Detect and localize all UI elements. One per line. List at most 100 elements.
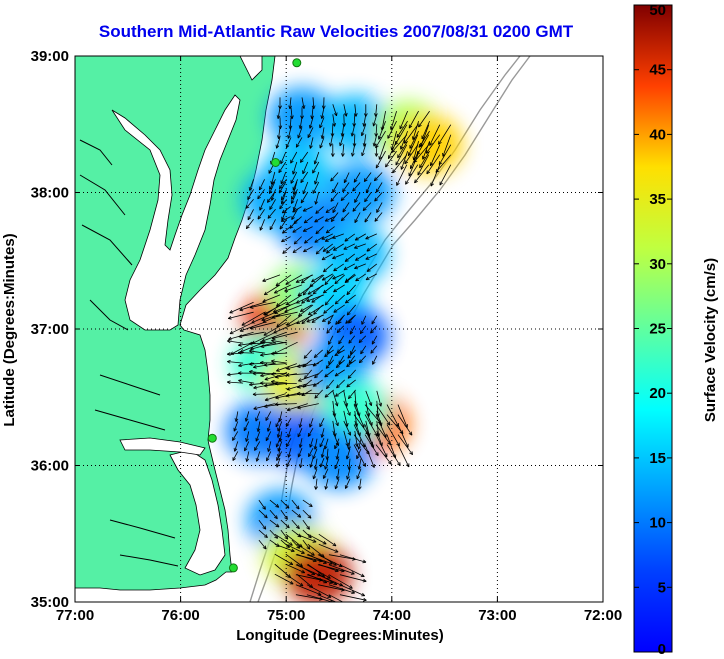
velocity-arrow (319, 438, 325, 448)
velocity-arrow (307, 533, 327, 545)
velocity-arrow (302, 519, 310, 530)
velocity-arrow (378, 140, 386, 160)
velocity-arrow (290, 151, 298, 164)
velocity-arrow (344, 478, 351, 489)
velocity-arrow (271, 339, 288, 344)
velocity-arrow (267, 441, 272, 452)
colorbar-tick-label: 40 (649, 126, 666, 143)
velocity-arrow (300, 151, 309, 163)
velocity-arrow (274, 573, 294, 585)
colorbar (633, 4, 673, 653)
velocity-arrow (333, 304, 345, 313)
velocity-arrow (370, 325, 378, 334)
velocity-arrow (302, 161, 309, 175)
velocity-arrow (312, 379, 323, 387)
velocity-arrow (269, 519, 280, 528)
velocity-arrow (267, 209, 276, 219)
velocity-arrow (285, 563, 306, 574)
velocity-arrow (346, 379, 356, 388)
velocity-arrow (306, 554, 333, 565)
velocity-arrow (251, 311, 276, 324)
velocity-arrow (328, 564, 355, 575)
velocity-arrow (292, 226, 302, 233)
velocity-arrow (252, 392, 275, 397)
velocity-arrow (256, 421, 261, 432)
velocity-arrow (227, 339, 244, 344)
velocity-arrow (354, 263, 366, 270)
velocity-arrow (357, 438, 362, 450)
river-inlets (79, 139, 179, 567)
velocity-arrow (326, 246, 335, 254)
velocity-arrow (328, 584, 355, 594)
velocity-arrow (353, 172, 361, 183)
x-tick-label: 72:00 (584, 607, 622, 624)
velocity-arrow (295, 137, 303, 148)
velocity-arrow (282, 226, 291, 234)
velocity-arrow (344, 294, 356, 304)
velocity-arrow (312, 181, 320, 194)
velocity-arrow (315, 206, 324, 214)
velocity-arrow (302, 226, 313, 232)
velocity-arrow (280, 519, 290, 529)
velocity-arrow (258, 519, 267, 530)
velocity-arrow (314, 478, 318, 490)
velocity-arrow (279, 219, 287, 230)
velocity-arrow (309, 137, 314, 149)
velocity-arrow (303, 246, 313, 253)
velocity-arrow (353, 444, 366, 467)
velocity-arrow (329, 134, 334, 147)
velocity-arrow (344, 253, 356, 262)
velocity-arrow (322, 243, 334, 252)
velocity-arrow (247, 189, 254, 200)
colorbar-tick-label: 25 (649, 321, 666, 338)
velocity-arrow (322, 284, 334, 294)
velocity-arrow (249, 301, 276, 309)
velocity-arrow (308, 448, 314, 458)
x-tick-label: 77:00 (56, 607, 94, 624)
velocity-arrow (258, 509, 268, 519)
velocity-arrow (302, 206, 313, 212)
velocity-arrow (299, 304, 312, 312)
velocity-arrow (363, 172, 372, 182)
velocity-arrow (276, 458, 281, 468)
velocity-arrow (255, 451, 261, 462)
velocity-arrow (365, 273, 377, 281)
velocity-arrow (361, 144, 367, 157)
grid-lines (75, 56, 603, 602)
velocity-arrow (292, 199, 298, 211)
velocity-arrow (358, 335, 367, 343)
velocity-arrow (264, 393, 286, 402)
velocity-arrow (332, 410, 339, 427)
velocity-arrow (297, 403, 319, 410)
velocity-arrow (301, 314, 312, 325)
velocity-arrow (416, 134, 430, 156)
velocity-arrow (298, 438, 303, 448)
velocity-arrow (333, 263, 345, 272)
velocity-arrow (376, 202, 383, 213)
velocity-arrow (285, 543, 305, 554)
velocity-arrow (391, 134, 408, 153)
velocity-arrow (333, 243, 345, 251)
velocity-arrow (281, 236, 291, 243)
velocity-arrow (248, 179, 254, 191)
velocity-arrow (280, 499, 290, 509)
velocity-arrow (312, 161, 320, 174)
velocity-arrow (276, 314, 292, 328)
velocity-arrow (227, 359, 244, 364)
velocity-arrow (297, 448, 303, 458)
pamlico-sound (169, 449, 226, 576)
colorbar-tick-label: 45 (649, 62, 666, 79)
velocity-arrow (313, 458, 318, 470)
velocity-arrow (364, 434, 379, 457)
velocity-arrow (348, 355, 356, 364)
velocity-arrow (259, 199, 265, 211)
velocity-arrow (304, 236, 313, 244)
velocity-arrow (320, 448, 325, 458)
velocity-arrow (417, 154, 430, 176)
velocity-arrow (244, 411, 250, 422)
velocity-arrow (289, 219, 298, 229)
velocity-arrow (291, 189, 298, 200)
velocity-arrow (376, 390, 382, 407)
velocity-arrow (306, 564, 331, 579)
radar-site-marker (292, 58, 302, 68)
